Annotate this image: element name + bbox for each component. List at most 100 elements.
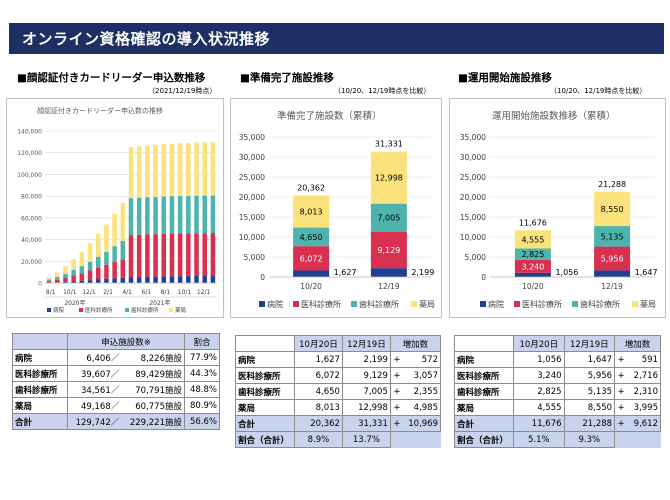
legend-label: 薬局	[419, 299, 435, 309]
ratio-cell: 48.8%	[184, 381, 220, 398]
bar-segment	[161, 276, 167, 283]
bar-segment	[79, 280, 85, 283]
row-label: 合計	[12, 413, 68, 430]
bar-segment	[202, 233, 207, 277]
row-label: 歯科診療所	[454, 383, 514, 400]
row-label: 医科診療所	[454, 367, 514, 384]
increase-cell: 10,969	[402, 415, 441, 432]
bar-segment	[112, 213, 117, 247]
bar-segment	[63, 273, 68, 278]
bar-segment	[112, 262, 117, 279]
chart1-title: 顔認証付きカードリーダー申込数の推移	[37, 107, 163, 115]
bar-segment	[202, 276, 207, 283]
bar-segment	[594, 270, 631, 277]
chart2-plot: 35,000 30,000 25,000 20,000 15,000 10,000 5,00…	[239, 133, 435, 309]
legend-swatch	[293, 301, 299, 307]
bar-segment	[95, 267, 101, 280]
chart1-plot: 140,000 120,000 100,000 80,000 60,000 40,000 2…	[17, 129, 217, 314]
x-tick-label: 10/20	[300, 282, 322, 291]
y-tick-label: 35,000	[460, 133, 486, 142]
total-label: 20,362	[297, 184, 325, 193]
table-header-cell: 申込施設数※	[67, 333, 185, 350]
value-cell: 8,013	[294, 399, 343, 416]
value-cell: 1,056	[513, 351, 565, 368]
bar-segment	[95, 279, 101, 283]
legend-swatch	[79, 308, 83, 312]
bar-segment	[370, 203, 407, 232]
table-row: 病院 1,627 2,199 + 572	[235, 351, 441, 368]
title-banner: オンライン資格確認の導入状況推移	[0, 0, 670, 58]
row-label: 医科診療所	[12, 365, 68, 382]
bar-segment	[153, 276, 158, 283]
table-header-cell: 12月19日	[341, 335, 391, 352]
plus-sign: +	[614, 399, 628, 416]
value-cell: 4,650	[294, 383, 343, 400]
year-label: 2020年	[64, 299, 85, 307]
data-label: 8,013	[300, 208, 323, 217]
bar-segment	[153, 196, 158, 235]
y-tick-label: 20,000	[21, 259, 42, 266]
value-cell: 1,627	[294, 351, 343, 368]
plus-sign: +	[614, 351, 628, 368]
value-cell: 8,550	[563, 399, 616, 416]
row-label: 薬局	[454, 399, 514, 416]
bar-segment	[293, 227, 330, 247]
table-row: 病院 6,406／ 8,226施設 77.9%	[12, 349, 220, 366]
table-row: 歯科診療所 2,825 5,135 + 2,310	[454, 383, 662, 400]
applied-cell: 129,742／	[67, 413, 122, 430]
legend-label: 病院	[53, 306, 65, 314]
plus-sign: +	[389, 399, 403, 416]
bar-segment	[120, 259, 126, 278]
operation-table: 10月20日 12月19日 増加数 病院 1,056 1,647 + 591 医…	[454, 335, 662, 448]
total-cell: 60,775施設	[121, 397, 186, 414]
bar-segment	[153, 234, 158, 277]
plus-sign: +	[389, 383, 403, 400]
value-cell: 9,129	[341, 367, 391, 384]
bar-segment	[128, 198, 134, 236]
bar-segment	[594, 246, 631, 271]
x-tick-label: 6/1	[141, 289, 151, 296]
y-tick-label: 25,000	[239, 173, 265, 182]
bar-segment	[169, 233, 175, 277]
table-header-row: 申込施設数※ 割合	[12, 333, 220, 350]
bar-segment	[370, 231, 407, 269]
ratio-cell: 44.3%	[184, 365, 220, 382]
section3-sub: （10/20、12/19時点を比較）	[550, 87, 647, 95]
bar-segment	[128, 235, 134, 278]
chart2-frame: 準備完了施設数（累積） 35,000 30,000 25,000 20,000 15,0…	[230, 98, 442, 318]
table-header-row: 10月20日 12月19日 増加数	[454, 335, 661, 352]
bar-segment	[120, 277, 126, 283]
legend-label: 医科診療所	[85, 306, 113, 314]
increase-cell: 2,355	[402, 383, 441, 400]
ratio-cell: 77.9%	[184, 349, 220, 366]
x-tick-label: 4/1	[122, 289, 132, 296]
bar-segment	[128, 147, 134, 199]
bar-segment	[210, 195, 216, 234]
legend-swatch	[480, 301, 486, 307]
table-total-row: 合計 20,362 31,331 + 10,969	[235, 415, 441, 432]
bar-segment	[55, 277, 60, 280]
bar-segment	[194, 276, 199, 283]
total-label: 31,331	[375, 140, 403, 149]
bar-segment	[186, 276, 191, 283]
y-tick-label: 40,000	[21, 237, 42, 244]
data-label: 5,135	[601, 232, 624, 241]
bar-segment	[594, 191, 631, 227]
increase-cell: 2,310	[627, 383, 662, 400]
legend-swatch	[47, 308, 51, 312]
bar-segment	[514, 272, 551, 277]
section2-sub: （10/20、12/19時点を比較）	[334, 87, 431, 95]
legend-label: 歯科診療所	[131, 306, 159, 314]
row-label: 歯科診療所	[12, 381, 68, 398]
bar-segment	[46, 281, 52, 283]
y-tick-label: 10,000	[239, 233, 265, 242]
legend-swatch	[169, 308, 173, 312]
legend-label: 病院	[488, 299, 504, 309]
data-label: 7,005	[377, 214, 400, 223]
table-row: 薬局 8,013 12,998 + 4,985	[235, 399, 441, 416]
bar-segment	[87, 270, 93, 281]
bar-segment	[186, 195, 191, 234]
table-total-row: 合計 129,742／ 229,221施設 56.6%	[12, 413, 220, 430]
bar-segment	[104, 224, 109, 252]
bar-segment	[79, 273, 85, 281]
